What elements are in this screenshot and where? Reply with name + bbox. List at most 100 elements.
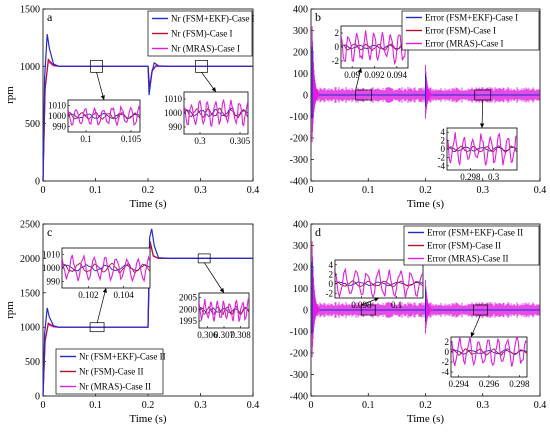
inset-series-line: [62, 253, 150, 283]
zoom-arrowhead: [374, 297, 379, 302]
x-tick-label: 0.1: [89, 185, 102, 196]
zoom-box: [360, 304, 376, 316]
inset-x-tick-label: 0.1: [80, 134, 91, 144]
x-tick-label: 0.3: [194, 400, 207, 411]
chart-c: 0 0.1 0.2 0.3 0.4 0 500 1000 1500 2000 2500 Time (s…: [4, 220, 259, 426]
inset-y-tick-label: -2: [332, 56, 340, 66]
inset-lines: [341, 30, 408, 66]
legend-label: Error (FSM)-Case II: [427, 241, 501, 251]
zoom-arrowhead: [100, 95, 105, 100]
legend-label: Error (FSM+EKF)-Case I: [425, 13, 518, 23]
inset-x-tick-label: 0.09: [344, 70, 360, 80]
x-tick-label: 0.2: [142, 185, 155, 196]
inset-x-tick-label: 0.104: [113, 290, 134, 300]
inset-series-line: [68, 104, 140, 127]
inset-y-tick-label: 1000: [164, 108, 183, 118]
inset-x-tick-label: 0.298: [460, 172, 481, 182]
inset-y-tick-label: 1010: [48, 100, 67, 110]
y-tick-label: -400: [290, 392, 308, 403]
y-tick-label: 300: [293, 241, 308, 252]
zoom-connector: [481, 99, 484, 129]
y-tick-label: -100: [290, 112, 308, 123]
inset-series-line: [451, 337, 527, 367]
inset: 0.3 0.305 990 1000 1010: [164, 91, 251, 146]
legend-box: [401, 10, 540, 51]
inset-y-tick-label: 2: [441, 136, 446, 146]
inset-x-tick-label: 0.3: [488, 172, 500, 182]
x-tick-label: 0.4: [247, 185, 260, 196]
legend: Error (FSM+EKF)-Case II Error (FSM)-Case …: [403, 225, 540, 266]
zoom-arrowhead: [470, 332, 475, 337]
y-tick-label: 200: [293, 48, 308, 59]
y-tick-label: 100: [293, 284, 308, 295]
inset-y-tick-label: 990: [169, 122, 183, 132]
inset-series-line: [341, 30, 408, 66]
legend: Nr (FSM+EKF)-Case I Nr (FSM)-Case I Nr (MR…: [147, 10, 255, 57]
inset-x-tick-label: 0.105: [121, 134, 142, 144]
inset-y-tick-label: 4: [329, 260, 334, 270]
y-tick-label: 500: [25, 119, 40, 130]
inset-series-line: [199, 297, 249, 322]
series-line: [42, 34, 253, 182]
zoom-box: [90, 59, 103, 73]
y-tick-label: 2000: [20, 254, 40, 265]
legend-label: Nr (MRAS)-Case I: [171, 44, 240, 54]
legend-box: [403, 225, 540, 266]
y-tick-label: 500: [25, 357, 40, 368]
x-tick-label: 0.1: [362, 185, 375, 196]
inset-y-tick-label: -4: [442, 367, 450, 377]
inset-y-tick-label: 0: [441, 144, 446, 154]
x-tick-label: 0.2: [419, 185, 432, 196]
y-tick-label: 100: [293, 69, 308, 80]
legend-label: Nr (FSM)-Case I: [171, 29, 233, 39]
legend-label: Nr (FSM+EKF)-Case II: [79, 352, 166, 362]
x-tick-label: 0.2: [142, 400, 155, 411]
inset: 0.294 0.296 0.298 -4-202: [442, 336, 530, 389]
inset-y-tick-label: 4: [441, 127, 446, 137]
x-tick-label: 0: [309, 400, 314, 411]
inset-x-tick-label: 0.298: [509, 379, 530, 389]
inset-y-tick-label: 1010: [164, 94, 183, 104]
inset-x-tick-label: 0.3: [194, 136, 206, 146]
inset-y-tick-label: 0: [445, 347, 450, 357]
x-axis-label: Time (s): [407, 198, 445, 210]
panel-letter: a: [47, 10, 53, 24]
inset-x-tick-label: 0.092: [364, 70, 384, 80]
inset-y-tick-label: 1010: [42, 250, 61, 260]
inset-y-tick-label: 0: [329, 279, 334, 289]
x-tick-label: 0.1: [362, 400, 375, 411]
y-axis-label: rpm: [4, 301, 16, 319]
y-tick-label: -200: [290, 134, 308, 145]
legend-label: Error (MRAS)-Case I: [425, 39, 503, 49]
inset-series-line: [184, 99, 248, 128]
y-tick-label: 1000: [20, 323, 40, 334]
inset-lines: [62, 253, 150, 283]
inset-y-tick-label: -4: [438, 161, 446, 171]
inset-y-tick-label: 2000: [179, 304, 198, 314]
zoom-connector: [96, 72, 105, 101]
inset-y-tick-label: -2: [442, 357, 450, 367]
x-axis-label: Time (s): [407, 413, 445, 425]
y-tick-label: -300: [290, 370, 308, 381]
series-line: [42, 228, 253, 397]
zoom-box: [195, 59, 208, 73]
inset: 0.102 0.104 990 1000 1010: [42, 247, 151, 300]
inset-y-tick-label: -2: [326, 288, 334, 298]
x-tick-label: 0.4: [534, 400, 547, 411]
x-tick-label: 0.1: [89, 400, 102, 411]
inset-lines: [68, 104, 140, 127]
inset-y-tick-label: -2: [438, 152, 446, 162]
inset-y-tick-label: 990: [53, 122, 67, 132]
legend-label: Nr (FSM+EKF)-Case I: [171, 14, 255, 24]
inset-x-tick-label: 0.102: [78, 290, 98, 300]
x-tick-label: 0.4: [534, 185, 547, 196]
x-tick-label: 0.4: [247, 400, 260, 411]
legend-label: Nr (MRAS)-Case II: [79, 382, 151, 392]
zoom-connector: [96, 287, 107, 324]
chart-b: 0 0.1 0.2 0.3 0.4-400-300-200-10001002003004…: [290, 5, 547, 211]
